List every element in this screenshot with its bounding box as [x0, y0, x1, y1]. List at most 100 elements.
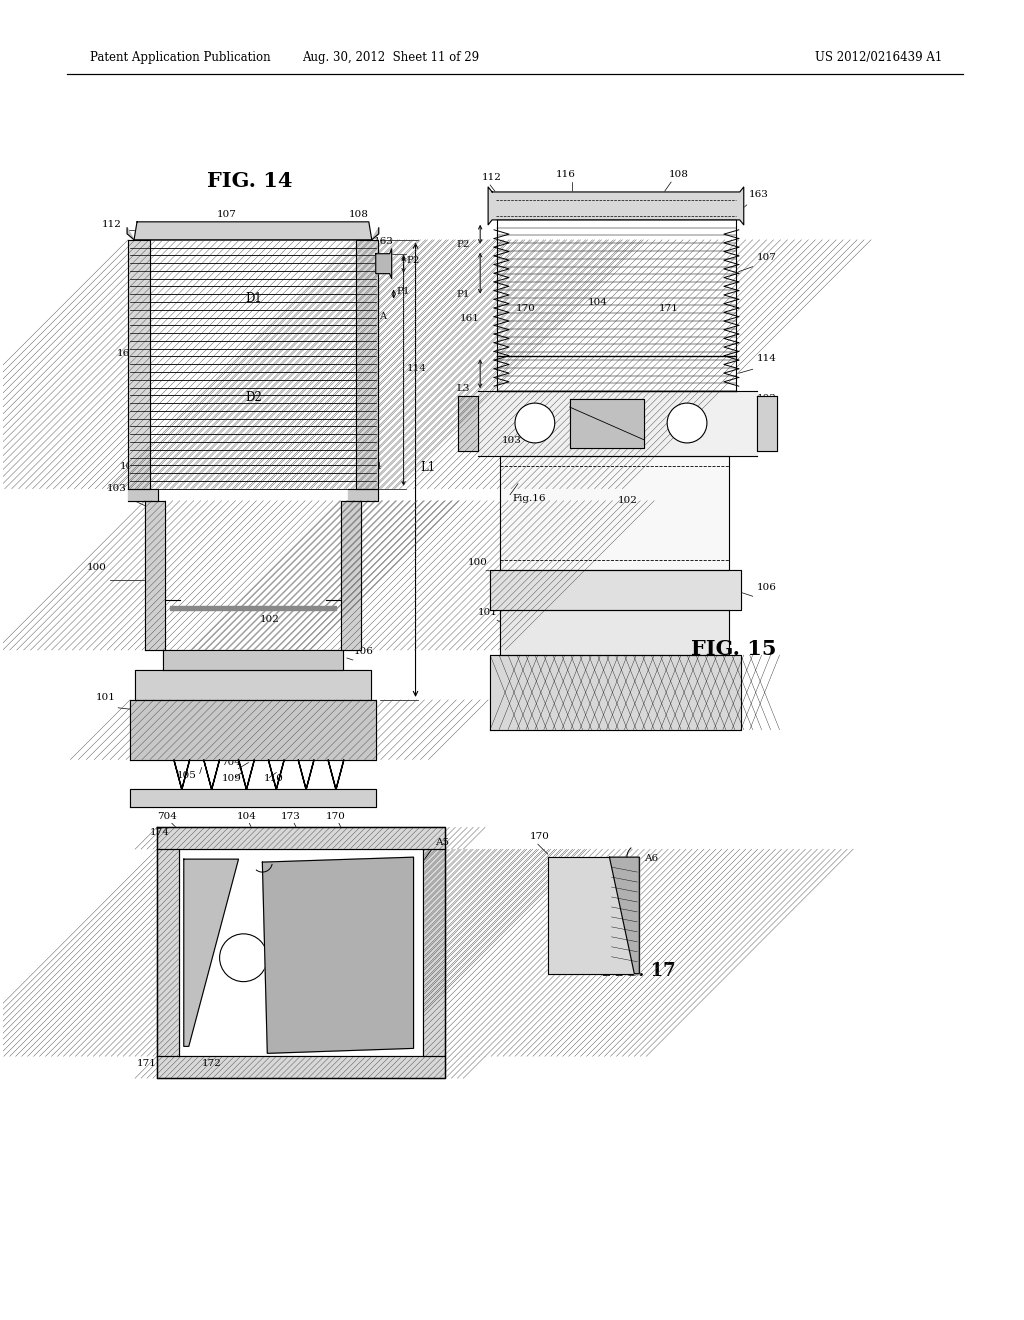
Polygon shape [500, 610, 729, 655]
Text: Fig.16: Fig.16 [512, 494, 546, 503]
Text: 174: 174 [150, 828, 170, 837]
Text: FIG. 16: FIG. 16 [332, 962, 406, 979]
Text: 161: 161 [460, 314, 479, 323]
Text: L3: L3 [457, 384, 470, 393]
Text: 105: 105 [177, 771, 197, 780]
Polygon shape [163, 649, 343, 671]
Polygon shape [134, 222, 372, 240]
Text: D2: D2 [245, 391, 262, 404]
Text: FIG. 17: FIG. 17 [602, 962, 676, 979]
Polygon shape [128, 488, 158, 500]
Text: 704: 704 [157, 812, 177, 821]
Text: 104: 104 [237, 812, 256, 821]
Polygon shape [157, 849, 179, 1056]
Text: FIG. 15: FIG. 15 [691, 639, 776, 659]
Text: L1: L1 [421, 461, 435, 474]
Text: 107: 107 [217, 210, 237, 219]
Text: 103: 103 [598, 436, 617, 445]
Text: 106: 106 [757, 583, 776, 593]
Text: Patent Application Publication: Patent Application Publication [90, 50, 271, 63]
Polygon shape [157, 1056, 445, 1078]
Text: 100: 100 [86, 564, 106, 573]
Text: 105: 105 [505, 713, 525, 722]
Polygon shape [328, 759, 344, 789]
Text: 704: 704 [221, 758, 242, 767]
Text: FIG. 14: FIG. 14 [207, 172, 292, 191]
Polygon shape [150, 240, 356, 488]
Polygon shape [348, 488, 378, 500]
Polygon shape [179, 849, 424, 1056]
Polygon shape [609, 857, 639, 974]
Text: Aug. 30, 2012  Sheet 11 of 29: Aug. 30, 2012 Sheet 11 of 29 [302, 50, 479, 63]
Text: 114: 114 [757, 354, 776, 363]
Text: P2: P2 [407, 256, 420, 265]
Circle shape [515, 403, 555, 444]
Polygon shape [183, 859, 239, 1047]
Polygon shape [262, 857, 414, 1053]
Polygon shape [157, 828, 445, 849]
Text: 104: 104 [120, 462, 140, 471]
Polygon shape [478, 391, 757, 455]
Text: 108: 108 [669, 170, 689, 180]
Polygon shape [497, 220, 736, 391]
Text: 102: 102 [259, 615, 280, 624]
Text: 101: 101 [478, 609, 498, 618]
Text: P2: P2 [457, 240, 470, 248]
Polygon shape [424, 849, 445, 1056]
Text: 108: 108 [349, 210, 369, 219]
Polygon shape [165, 500, 341, 649]
Polygon shape [268, 759, 285, 789]
Polygon shape [128, 240, 150, 488]
Polygon shape [548, 857, 639, 974]
Text: 116: 116 [556, 170, 575, 180]
Text: P1: P1 [396, 286, 411, 296]
Text: 161: 161 [117, 350, 137, 358]
Text: 171: 171 [659, 305, 679, 313]
Text: 173: 173 [282, 812, 301, 821]
Text: 163: 163 [749, 190, 769, 199]
Polygon shape [488, 187, 743, 224]
Text: A6: A6 [644, 854, 658, 863]
Text: 101: 101 [96, 693, 116, 702]
Polygon shape [372, 228, 379, 240]
Text: 171: 171 [137, 1059, 157, 1068]
Polygon shape [298, 759, 314, 789]
Polygon shape [757, 396, 776, 451]
Text: 103: 103 [108, 483, 127, 492]
Polygon shape [356, 240, 378, 488]
Text: 103: 103 [502, 436, 522, 445]
Text: 100: 100 [468, 558, 488, 568]
Text: 109: 109 [221, 775, 242, 784]
Text: 104: 104 [588, 297, 607, 306]
Polygon shape [376, 248, 391, 279]
Text: 110: 110 [590, 717, 609, 726]
Polygon shape [130, 789, 376, 808]
Text: US 2012/0216439 A1: US 2012/0216439 A1 [815, 50, 943, 63]
Circle shape [668, 403, 707, 444]
Polygon shape [135, 671, 371, 700]
Text: 172: 172 [202, 1059, 221, 1068]
Polygon shape [130, 700, 376, 759]
Text: 109: 109 [545, 717, 564, 726]
Circle shape [219, 933, 267, 982]
Text: 170: 170 [326, 812, 346, 821]
Text: 114: 114 [407, 364, 426, 374]
Polygon shape [145, 500, 165, 649]
Text: 106: 106 [354, 647, 374, 656]
Text: 163: 163 [374, 236, 393, 246]
Text: 103: 103 [757, 395, 776, 403]
Polygon shape [490, 570, 740, 610]
Text: 104: 104 [362, 462, 383, 471]
Polygon shape [341, 500, 360, 649]
Polygon shape [490, 655, 740, 730]
Polygon shape [127, 228, 134, 240]
Text: 102: 102 [617, 496, 637, 504]
Polygon shape [500, 455, 729, 570]
Polygon shape [459, 396, 478, 451]
Polygon shape [170, 606, 336, 610]
Text: 112: 112 [102, 220, 122, 228]
Text: 112: 112 [482, 173, 502, 182]
Polygon shape [239, 759, 254, 789]
Text: D1: D1 [245, 292, 262, 305]
Text: A: A [379, 313, 386, 322]
